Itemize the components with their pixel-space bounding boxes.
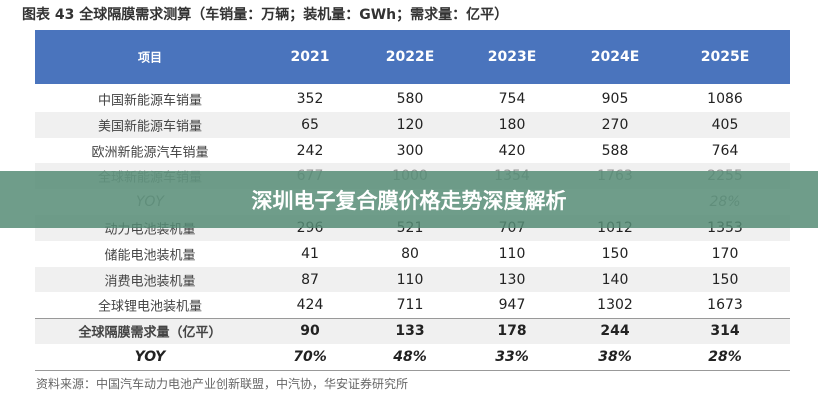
cell-value: 314: [710, 323, 740, 340]
banner: 深圳电子复合膜价格走势深度解析: [0, 171, 818, 228]
cell-value: 711: [396, 297, 424, 314]
header-cell: 2022E: [385, 49, 435, 65]
cell-value: 947: [498, 297, 526, 314]
header-cell: 2023E: [487, 49, 537, 65]
cell-value: 150: [601, 245, 629, 262]
row-label: 全球锂电池装机量: [97, 299, 203, 315]
cell-value: 405: [711, 116, 739, 133]
row-bg: [35, 318, 790, 345]
cell-value: 130: [498, 271, 526, 288]
cell-value: 180: [498, 116, 526, 133]
source: 资料来源：中国汽车动力电池产业创新联盟，中汽协，华安证券研究所: [36, 377, 409, 391]
cell-value: 270: [601, 116, 629, 133]
cell-value: 588: [601, 142, 629, 159]
row-bg: [35, 266, 790, 293]
row-bg: [35, 240, 790, 267]
row-bg: [35, 344, 790, 371]
row-label: 欧洲新能源汽车销量: [91, 145, 209, 160]
cell-value: 33%: [495, 348, 529, 365]
cell-value: 420: [498, 142, 526, 159]
header-row: [35, 30, 790, 84]
cell-value: 754: [498, 90, 526, 107]
cell-value: 110: [396, 271, 424, 288]
cell-value: 242: [296, 142, 324, 159]
cell-value: 1086: [707, 90, 743, 107]
cell-value: 1302: [597, 297, 633, 314]
cell-value: 87: [301, 271, 319, 288]
cell-value: 133: [395, 323, 425, 340]
row-label: 美国新能源车销量: [97, 119, 203, 135]
header-cell: 2024E: [590, 49, 640, 65]
cell-value: 80: [401, 245, 419, 262]
row-bg: [35, 292, 790, 319]
cell-value: 70%: [293, 348, 327, 365]
table-title: 图表 43 全球隔膜需求测算（车销量：万辆；装机量：GWh；需求量：亿平）: [22, 7, 509, 23]
cell-value: 28%: [708, 348, 742, 365]
cell-value: 178: [497, 323, 527, 340]
row-label: 中国新能源车销量: [97, 93, 203, 109]
cell-value: 580: [396, 90, 424, 107]
cell-value: 764: [711, 142, 739, 159]
row-bg: [35, 86, 790, 112]
cell-value: 48%: [393, 348, 427, 365]
cell-value: 905: [601, 90, 629, 107]
cell-value: 140: [601, 271, 629, 288]
row-bg: [35, 137, 790, 164]
header-cell: 项目: [137, 50, 163, 65]
cell-value: 65: [301, 116, 319, 133]
cell-value: 41: [301, 245, 319, 262]
row-label: 消费电池装机量: [104, 274, 196, 289]
cell-value: 424: [296, 297, 324, 314]
row-label: YOY: [134, 348, 166, 365]
header-cell: 2021: [290, 49, 330, 65]
cell-value: 170: [711, 245, 739, 262]
header-cell: 2025E: [700, 49, 750, 65]
cell-value: 244: [600, 323, 630, 340]
row-label: 全球隔膜需求量（亿平）: [78, 325, 222, 341]
row-label: 储能电池装机量: [104, 248, 196, 264]
cell-value: 1673: [707, 297, 743, 314]
cell-value: 150: [711, 271, 739, 288]
cell-value: 38%: [598, 348, 632, 365]
row-bg: [35, 111, 790, 138]
cell-value: 110: [498, 245, 526, 262]
cell-value: 120: [396, 116, 424, 133]
cell-value: 90: [300, 323, 320, 340]
cell-value: 300: [396, 142, 424, 159]
cell-value: 352: [296, 90, 324, 107]
